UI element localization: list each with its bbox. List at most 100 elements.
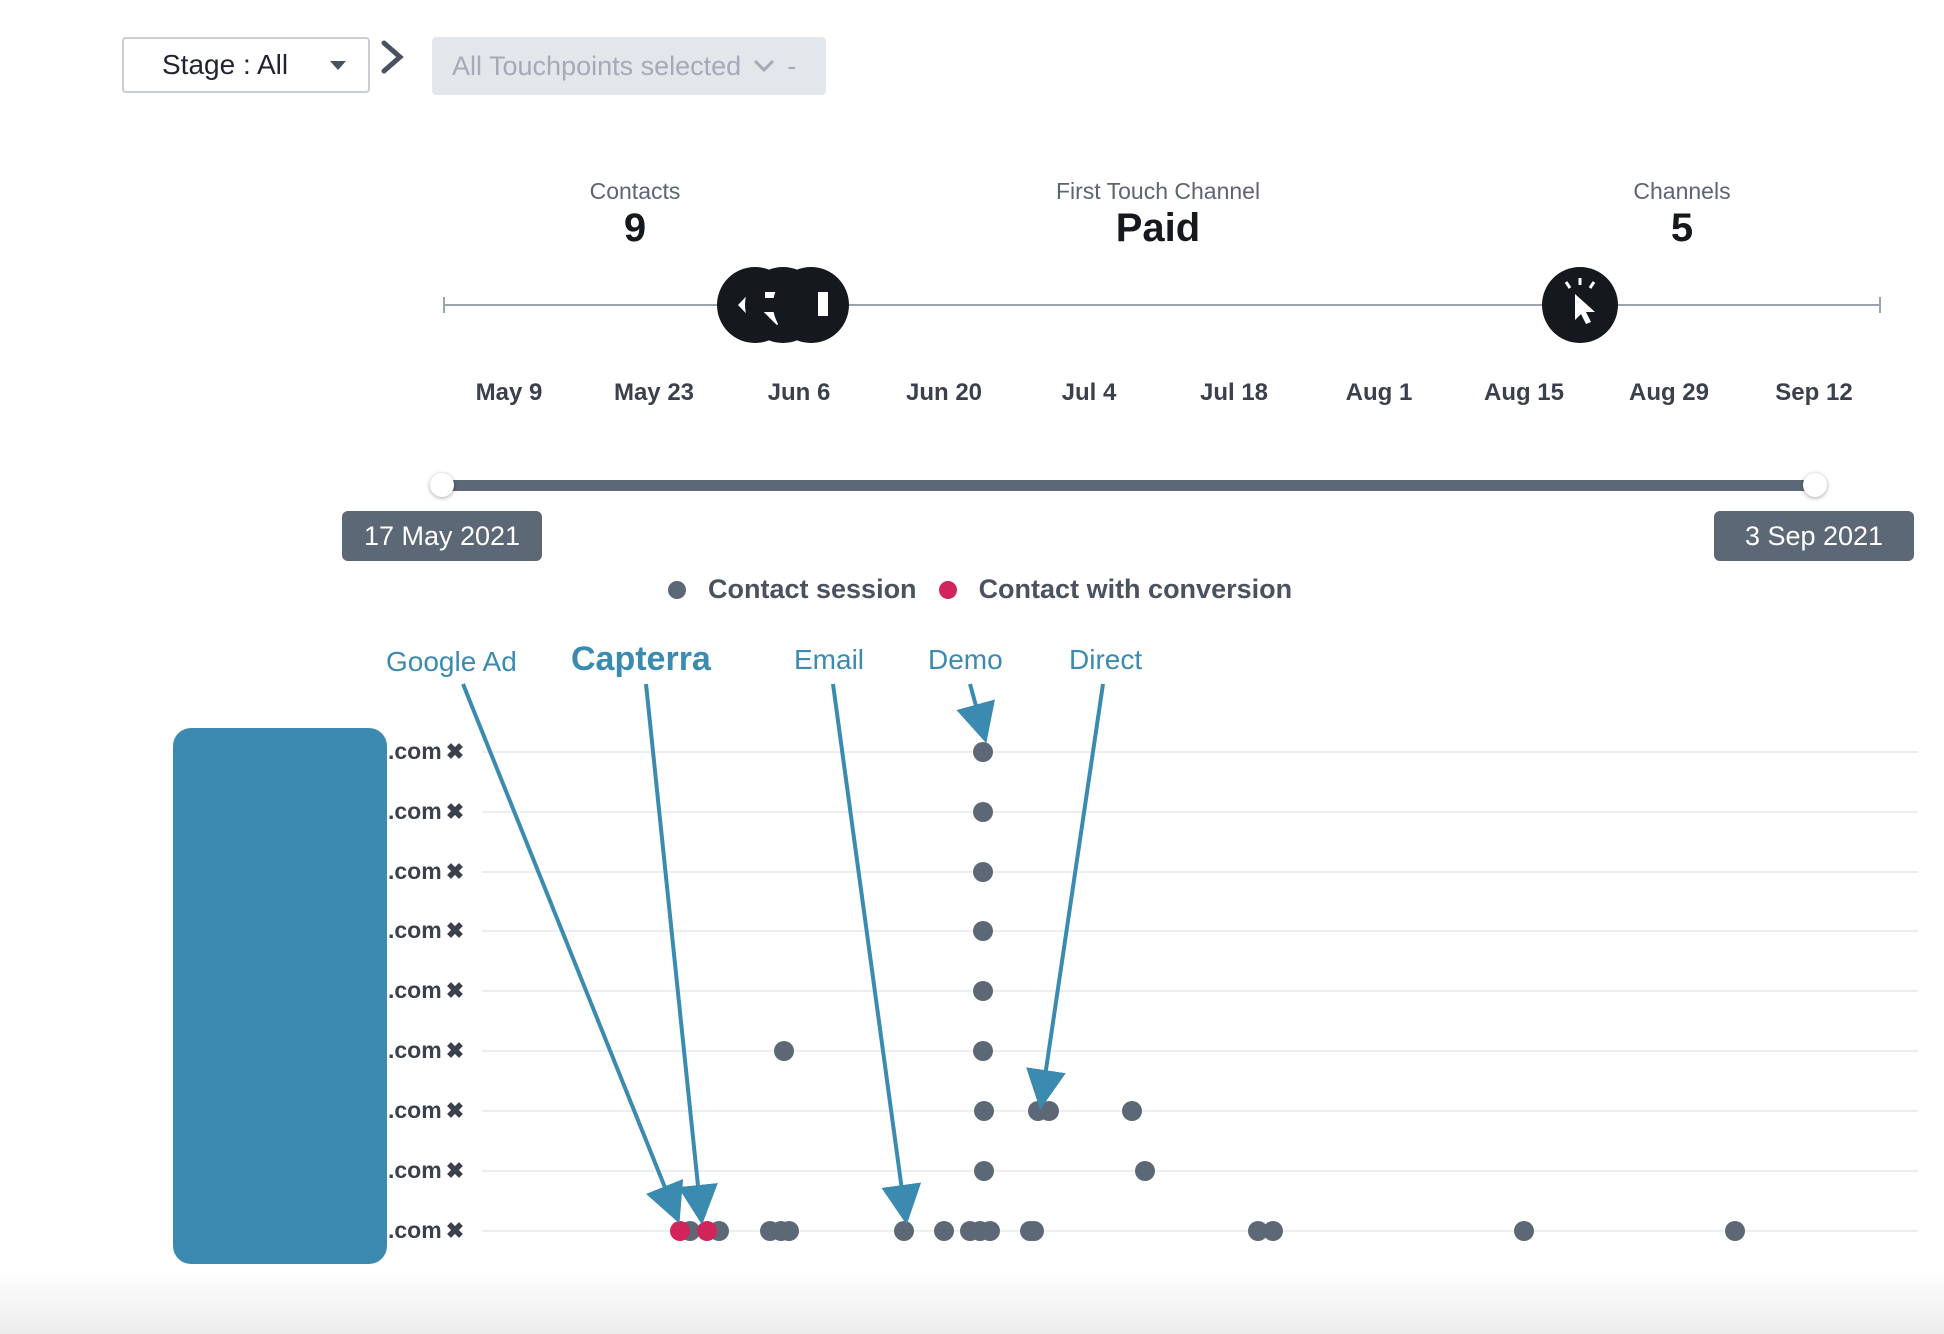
demo-arrow xyxy=(956,683,995,744)
session-dot[interactable] xyxy=(774,1041,794,1061)
contact-domain: .com xyxy=(388,977,442,1003)
session-dot[interactable] xyxy=(980,1221,1000,1241)
session-dot[interactable] xyxy=(680,1221,700,1241)
remove-contact-icon[interactable]: ✖ xyxy=(445,738,465,764)
remove-contact-icon[interactable]: ✖ xyxy=(445,798,465,824)
channels-stat-label: Channels xyxy=(1633,178,1731,204)
session-dot[interactable] xyxy=(970,1221,990,1241)
touchpoints-clear[interactable]: - xyxy=(787,50,797,81)
touchpoints-select-label: All Touchpoints selected xyxy=(452,50,742,81)
timeline xyxy=(443,267,1881,343)
session-dot[interactable] xyxy=(974,1161,994,1181)
legend: Contact session Contact with conversion xyxy=(668,574,1292,605)
session-dot[interactable] xyxy=(1020,1221,1040,1241)
contact-row-label: .com ✖ xyxy=(388,1037,464,1064)
contact-row-label: .com ✖ xyxy=(388,977,464,1004)
session-dot[interactable] xyxy=(960,1221,980,1241)
contact-domain: .com xyxy=(388,1097,442,1123)
contacts-stat-label: Contacts xyxy=(589,178,681,204)
annotation-capterra: Capterra xyxy=(571,640,711,678)
pointer-click-icon[interactable] xyxy=(1542,267,1618,343)
remove-contact-icon[interactable]: ✖ xyxy=(445,977,465,1003)
redacted-contact-names xyxy=(173,728,387,1264)
conversion-dot[interactable] xyxy=(697,1221,717,1241)
annotation-google-ad: Google Ad xyxy=(386,646,517,677)
session-dot[interactable] xyxy=(1248,1221,1268,1241)
contact-row-label: .com ✖ xyxy=(388,798,464,825)
contact-domain: .com xyxy=(388,798,442,824)
session-dot[interactable] xyxy=(1039,1101,1059,1121)
session-dot[interactable] xyxy=(1028,1101,1048,1121)
caret-down-icon xyxy=(330,60,346,70)
channels-stat-value: 5 xyxy=(1670,206,1694,250)
session-dot[interactable] xyxy=(1135,1161,1155,1181)
contact-row-label: .com ✖ xyxy=(388,1097,464,1124)
session-dot[interactable] xyxy=(973,921,993,941)
session-dot[interactable] xyxy=(1263,1221,1283,1241)
timeline-tick-aug-29: Aug 29 xyxy=(1628,379,1709,406)
timeline-tick-aug-15: Aug 15 xyxy=(1483,379,1564,406)
session-dot[interactable] xyxy=(1725,1221,1745,1241)
remove-contact-icon[interactable]: ✖ xyxy=(445,1097,465,1123)
session-dot[interactable] xyxy=(760,1221,780,1241)
timeline-tick-jul-18: Jul 18 xyxy=(1199,379,1269,406)
timeline-tick-jun-20: Jun 20 xyxy=(905,379,983,406)
paid-icon[interactable] xyxy=(773,267,849,343)
first-touch-stat-label: First Touch Channel xyxy=(1055,178,1261,204)
bottom-fade xyxy=(0,1270,1944,1334)
stage-select-label: Stage : All xyxy=(162,49,289,80)
remove-contact-icon[interactable]: ✖ xyxy=(445,1217,465,1243)
email-arrow xyxy=(831,683,922,1225)
touchpoints-select[interactable]: All Touchpoints selected - xyxy=(432,37,826,95)
session-dot[interactable] xyxy=(771,1221,791,1241)
contact-domain: .com xyxy=(388,858,442,884)
contact-domain: .com xyxy=(388,1037,442,1063)
session-dot[interactable] xyxy=(973,981,993,1001)
annotation-demo: Demo xyxy=(928,644,1003,675)
legend-conversion-label: Contact with conversion xyxy=(978,574,1293,604)
remove-contact-icon[interactable]: ✖ xyxy=(445,1037,465,1063)
chevron-down-icon xyxy=(754,59,775,73)
contact-row-label: .com ✖ xyxy=(388,738,464,765)
contact-row-label: .com ✖ xyxy=(388,1217,464,1244)
range-end-handle[interactable] xyxy=(1803,473,1827,497)
date-range-track[interactable] xyxy=(442,480,1816,491)
session-dot[interactable] xyxy=(779,1221,799,1241)
range-start-handle[interactable] xyxy=(430,473,454,497)
timeline-tick-may-9: May 9 xyxy=(475,379,543,406)
contact-domain: .com xyxy=(388,1217,442,1243)
contact-row-label: .com ✖ xyxy=(388,917,464,944)
session-dot[interactable] xyxy=(709,1221,729,1241)
chevron-right-icon xyxy=(381,40,404,74)
google-ad-arrow xyxy=(461,683,684,1224)
session-dot[interactable] xyxy=(934,1221,954,1241)
timeline-tick-jun-6: Jun 6 xyxy=(767,379,831,406)
remove-contact-icon[interactable]: ✖ xyxy=(445,858,465,884)
timeline-tick-jul-4: Jul 4 xyxy=(1061,379,1117,406)
session-dot[interactable] xyxy=(973,1041,993,1061)
session-dot[interactable] xyxy=(973,802,993,822)
session-dot[interactable] xyxy=(1024,1221,1044,1241)
range-start-date: 17 May 2021 xyxy=(342,511,542,561)
session-dot[interactable] xyxy=(974,1101,994,1121)
conversion-dot[interactable] xyxy=(670,1221,690,1241)
contact-domain: .com xyxy=(388,738,442,764)
session-dot[interactable] xyxy=(973,862,993,882)
capterra-arrow xyxy=(644,683,718,1225)
remove-contact-icon[interactable]: ✖ xyxy=(445,917,465,943)
contact-row-label: .com ✖ xyxy=(388,1157,464,1184)
contacts-stat-value: 9 xyxy=(623,206,647,250)
stage-select[interactable]: Stage : All xyxy=(122,37,370,93)
contact-domain: .com xyxy=(388,917,442,943)
session-dot[interactable] xyxy=(1122,1101,1142,1121)
legend-session-label: Contact session xyxy=(708,574,917,604)
remove-contact-icon[interactable]: ✖ xyxy=(445,1157,465,1183)
direct-arrow xyxy=(1026,683,1105,1110)
contact-row-label: .com ✖ xyxy=(388,858,464,885)
timeline-tick-may-23: May 23 xyxy=(613,379,695,406)
first-touch-stat-value: Paid xyxy=(1115,206,1201,250)
session-dot[interactable] xyxy=(894,1221,914,1241)
range-end-date: 3 Sep 2021 xyxy=(1714,511,1914,561)
session-dot[interactable] xyxy=(1514,1221,1534,1241)
session-dot[interactable] xyxy=(973,742,993,762)
